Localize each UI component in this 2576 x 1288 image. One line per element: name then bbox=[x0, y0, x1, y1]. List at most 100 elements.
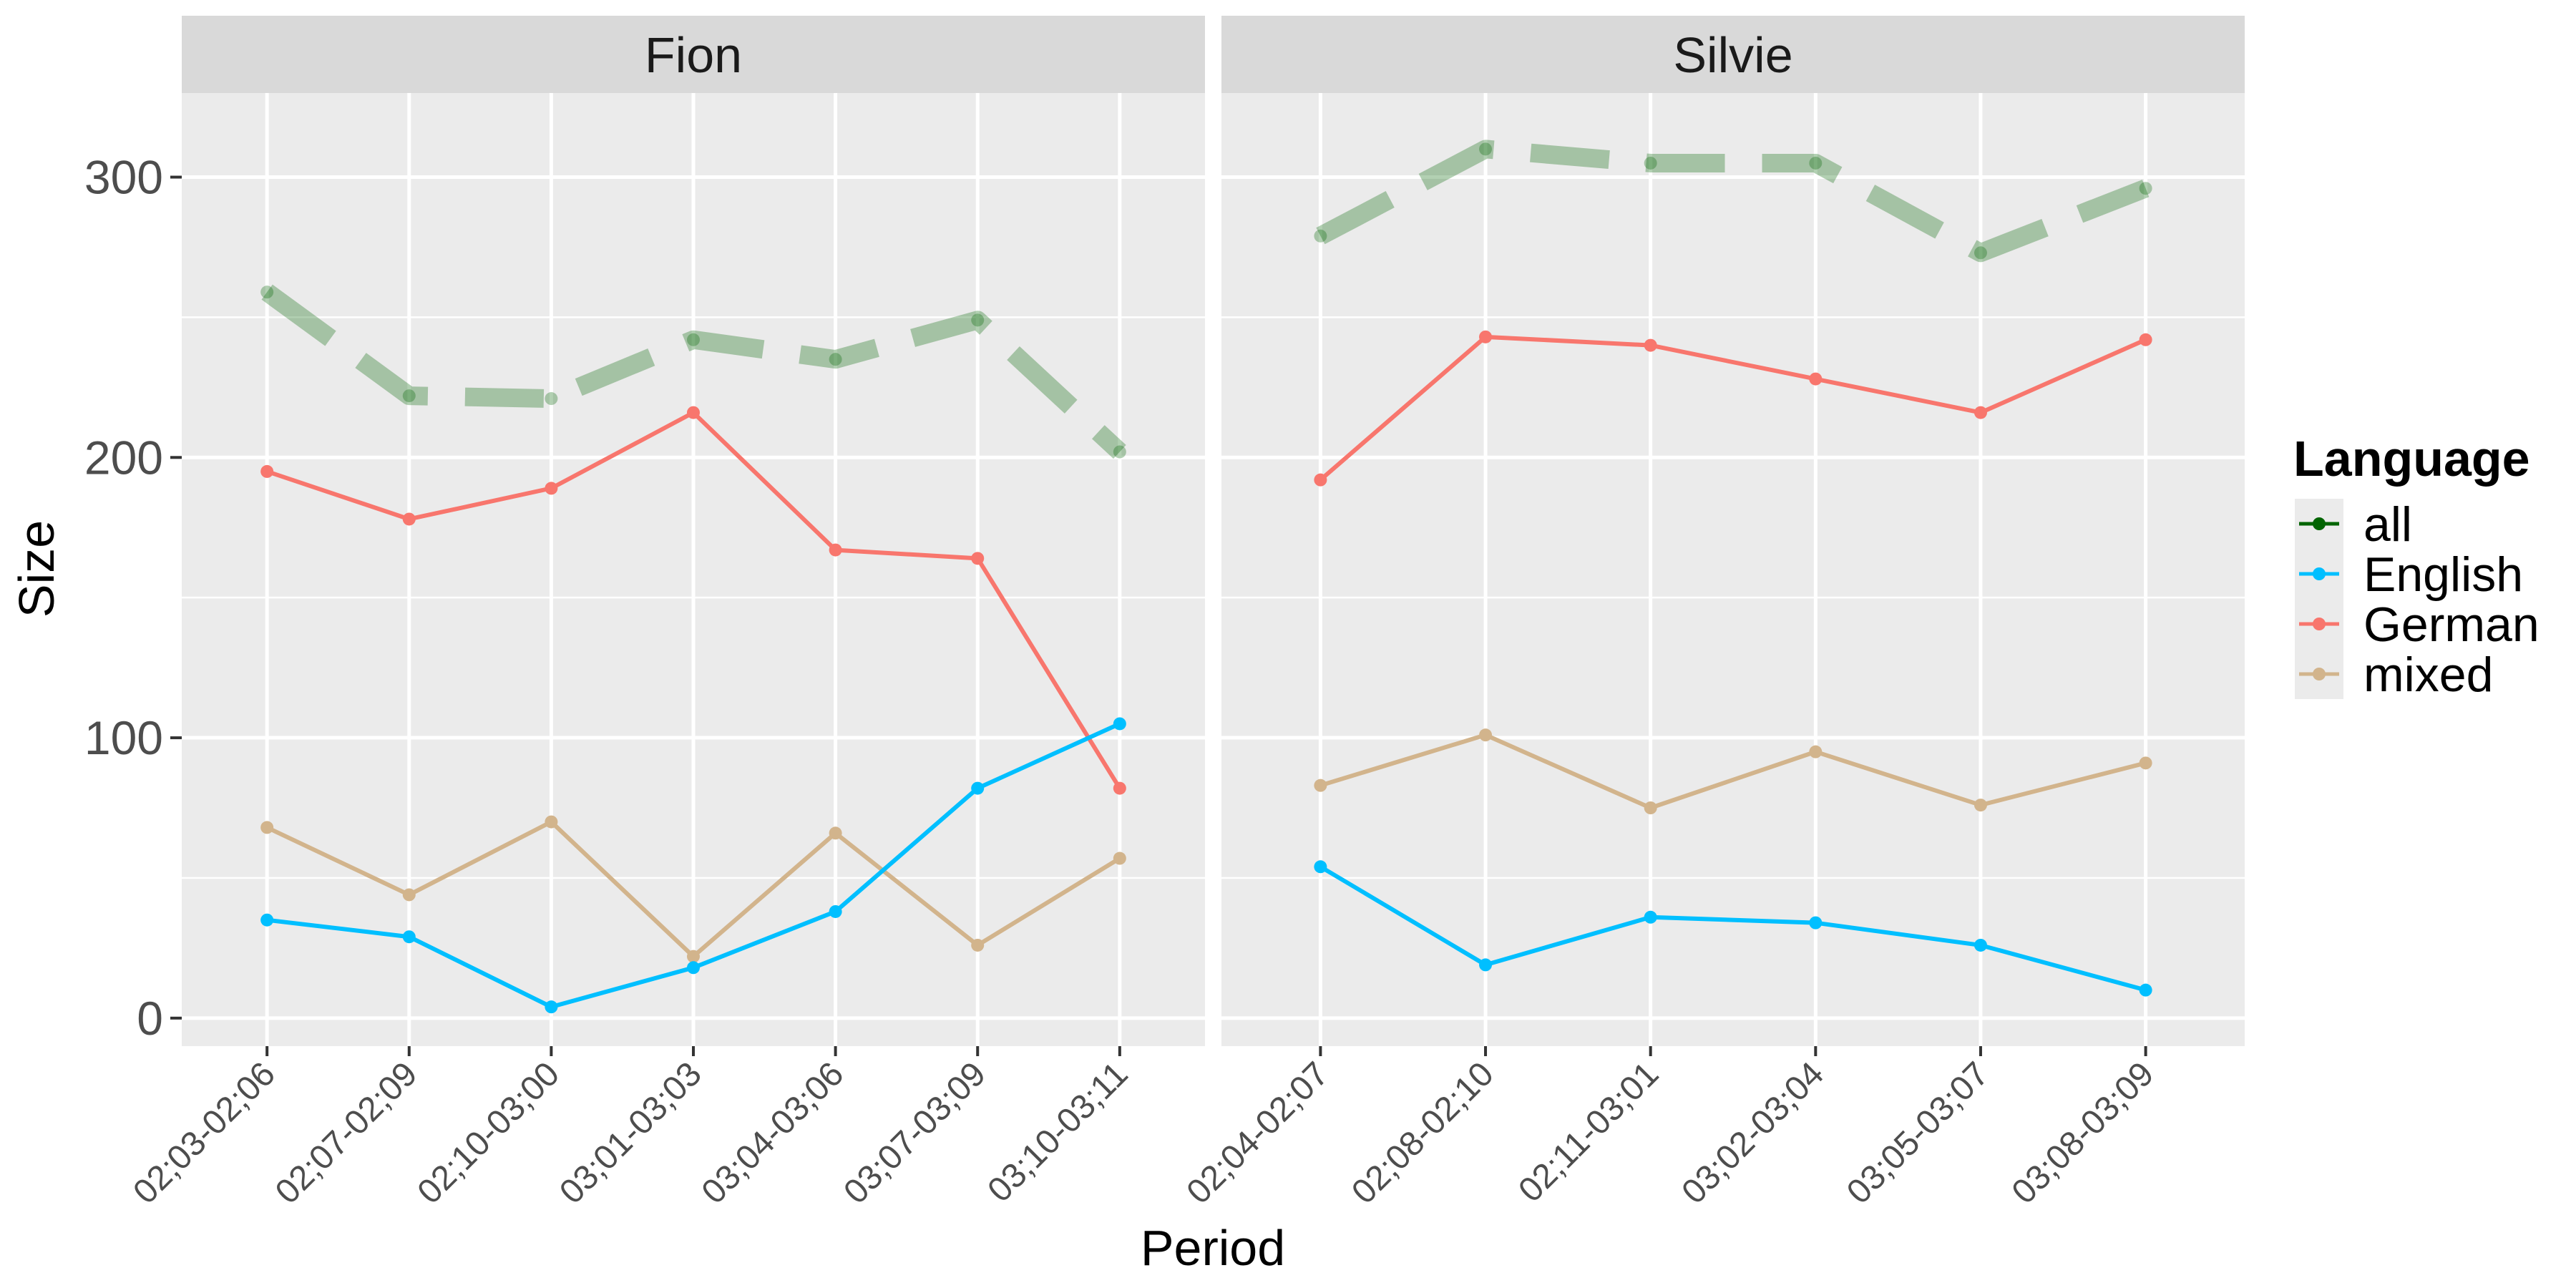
data-point-german bbox=[1644, 338, 1657, 352]
x-tick-label: 03;08-03;09 bbox=[2005, 1055, 2162, 1211]
data-point-german bbox=[1314, 473, 1327, 487]
data-point-german bbox=[1809, 372, 1823, 386]
series-line-german bbox=[1319, 334, 2147, 482]
legend-item-all: all bbox=[2295, 497, 2412, 552]
data-point-all bbox=[1113, 445, 1126, 459]
data-point-mixed bbox=[402, 888, 416, 902]
y-tick-label: 200 bbox=[84, 431, 163, 484]
data-point-german bbox=[402, 512, 416, 526]
data-point-german bbox=[971, 552, 985, 565]
data-point-english bbox=[260, 913, 274, 927]
series-german bbox=[1314, 330, 2152, 487]
x-tick-label: 03;07-03;09 bbox=[836, 1055, 993, 1211]
series-line-english bbox=[1319, 864, 2147, 992]
facet-strip bbox=[1221, 16, 2245, 93]
legend-label: German bbox=[2363, 597, 2540, 652]
data-point-all bbox=[1809, 156, 1823, 170]
data-point-english bbox=[402, 930, 416, 944]
x-tick-label: 03;04-03;06 bbox=[695, 1055, 852, 1211]
data-point-all bbox=[1644, 156, 1657, 170]
data-point-mixed bbox=[1314, 779, 1327, 792]
y-tick-label: 300 bbox=[84, 151, 163, 204]
data-point-english bbox=[1644, 910, 1657, 924]
data-point-german bbox=[1479, 330, 1493, 343]
series-all bbox=[1314, 140, 2152, 263]
data-point-all bbox=[402, 389, 416, 403]
series-all bbox=[260, 284, 1126, 459]
data-point-all bbox=[1479, 142, 1493, 156]
x-tick-label: 03;01-03;03 bbox=[552, 1055, 709, 1211]
series-mixed bbox=[1314, 728, 2152, 814]
series-german bbox=[260, 406, 1126, 795]
data-point-all bbox=[971, 313, 985, 327]
data-point-mixed bbox=[687, 950, 700, 963]
data-point-mixed bbox=[1479, 728, 1493, 742]
data-point-english bbox=[2139, 983, 2152, 997]
data-point-all bbox=[1974, 246, 1987, 260]
y-tick-label: 100 bbox=[84, 711, 163, 764]
data-point-german bbox=[260, 464, 274, 478]
facet-strip-label: Silvie bbox=[1673, 27, 1792, 83]
data-point-all bbox=[829, 353, 842, 366]
data-point-mixed bbox=[829, 826, 842, 840]
data-point-english bbox=[545, 1000, 558, 1014]
data-point-german bbox=[687, 406, 700, 419]
data-point-mixed bbox=[1644, 801, 1657, 814]
x-tick-label: 02;07-02;09 bbox=[268, 1055, 425, 1211]
legend-label: mixed bbox=[2363, 648, 2493, 702]
x-tick-label: 02;04-02;07 bbox=[1180, 1055, 1337, 1211]
data-point-english bbox=[971, 781, 985, 795]
facet-strip bbox=[182, 16, 1205, 93]
series-english bbox=[260, 717, 1126, 1014]
data-point-mixed bbox=[1809, 745, 1823, 758]
series-line-all bbox=[1316, 140, 2150, 263]
x-tick-label: 02;03-02;06 bbox=[126, 1055, 283, 1211]
x-tick-label: 03;02-03;04 bbox=[1674, 1055, 1831, 1211]
data-point-mixed bbox=[545, 815, 558, 829]
series-line-all bbox=[261, 284, 1126, 459]
x-tick-label: 02;11-03;01 bbox=[1511, 1055, 1666, 1209]
data-point-english bbox=[1974, 938, 1987, 952]
x-tick-label: 03;10-03;11 bbox=[980, 1055, 1135, 1209]
data-point-all bbox=[545, 392, 558, 406]
y-axis-title: Size bbox=[9, 520, 64, 618]
legend-key-point bbox=[2313, 517, 2326, 530]
data-point-german bbox=[829, 543, 842, 557]
legend-item-german: German bbox=[2295, 597, 2540, 652]
y-tick-label: 0 bbox=[137, 992, 163, 1045]
legend-item-mixed: mixed bbox=[2295, 648, 2493, 702]
series-english bbox=[1314, 860, 2152, 997]
panel-background bbox=[1221, 93, 2245, 1046]
data-point-english bbox=[1479, 958, 1493, 972]
data-point-german bbox=[545, 482, 558, 495]
data-point-mixed bbox=[260, 821, 274, 834]
data-point-german bbox=[1113, 781, 1126, 795]
data-point-english bbox=[1809, 916, 1823, 930]
series-line-mixed bbox=[1319, 733, 2147, 810]
data-point-mixed bbox=[1113, 852, 1126, 865]
data-point-all bbox=[260, 286, 274, 299]
data-point-mixed bbox=[971, 938, 985, 952]
legend-key-point bbox=[2313, 618, 2326, 630]
legend-key-point bbox=[2313, 668, 2326, 680]
x-tick-label: 02;08-02;10 bbox=[1345, 1055, 1501, 1211]
data-point-english bbox=[687, 961, 700, 975]
data-point-mixed bbox=[2139, 756, 2152, 770]
legend-key-point bbox=[2313, 567, 2326, 580]
x-tick-label: 03;05-03;07 bbox=[1840, 1055, 1996, 1211]
data-point-german bbox=[1974, 406, 1987, 419]
data-point-english bbox=[1113, 717, 1126, 731]
x-axis-title: Period bbox=[1141, 1220, 1285, 1276]
data-point-all bbox=[687, 333, 700, 346]
legend-title: Language bbox=[2293, 431, 2530, 487]
legend-item-english: English bbox=[2295, 547, 2523, 602]
data-point-all bbox=[1314, 229, 1327, 243]
series-mixed bbox=[260, 815, 1126, 963]
facet-strip-label: Fion bbox=[645, 27, 742, 83]
data-point-english bbox=[1314, 860, 1327, 874]
